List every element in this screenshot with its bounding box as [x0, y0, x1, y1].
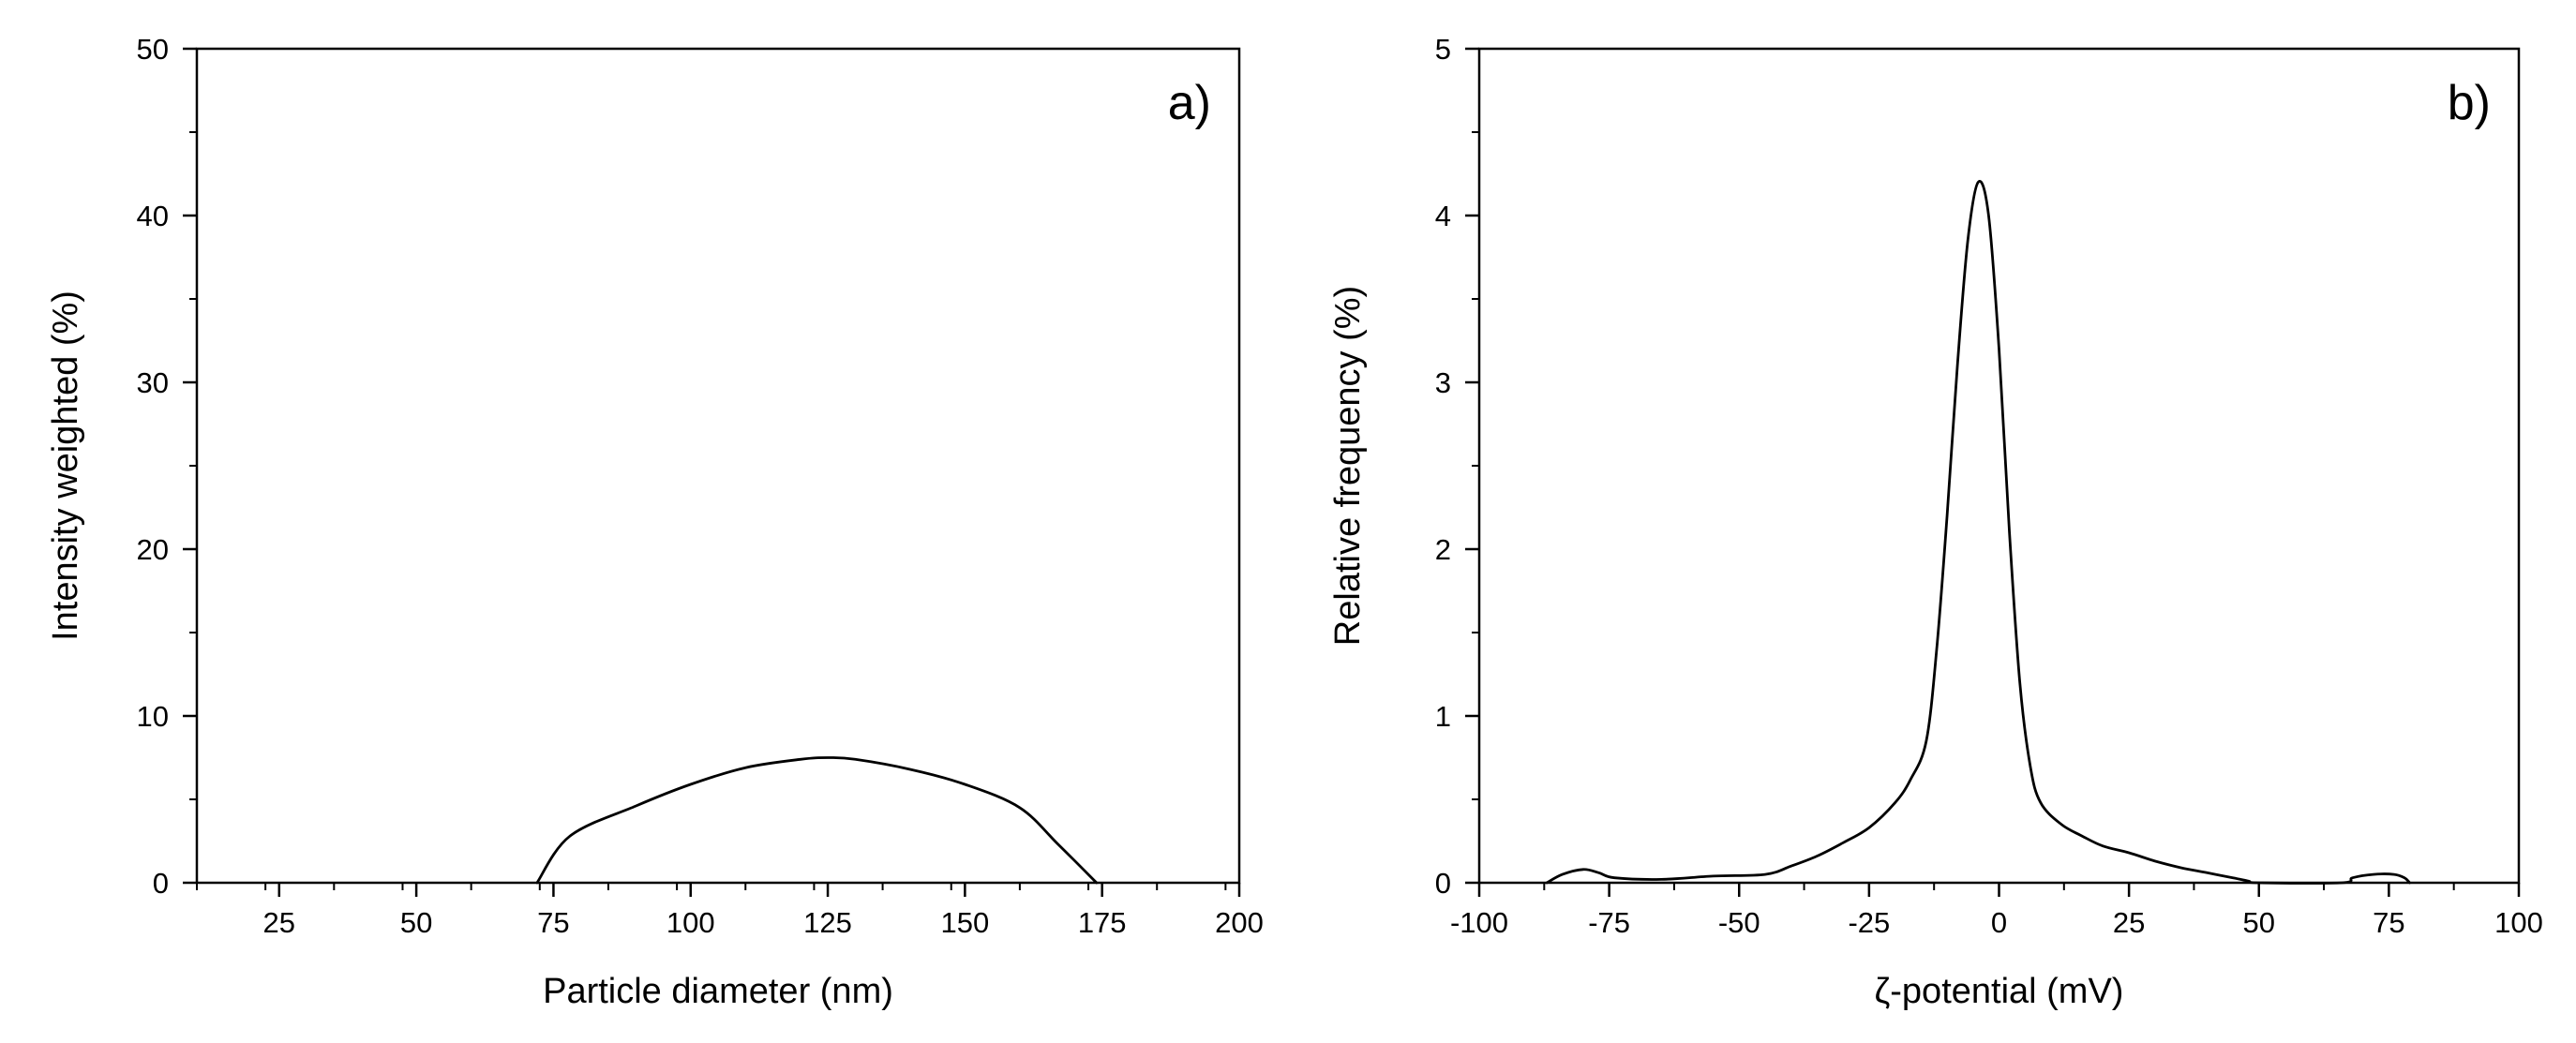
panel-a-x-tick-label: 50 [400, 906, 432, 939]
panel-b: -100 -75 -50 -25 0 25 50 75 100 0 1 2 3 4 5 ζ-potential… [1328, 33, 2543, 1011]
panel-b-y-tick-label: 3 [1435, 366, 1451, 399]
panel-b-y-tick-label: 2 [1435, 533, 1451, 566]
panel-a-y-tick-label: 10 [137, 700, 169, 733]
panel-b-x-tick-label: 50 [2243, 906, 2275, 939]
panel-b-y-tick-label: 1 [1435, 700, 1451, 733]
panel-b-label: b) [2448, 76, 2491, 130]
panel-a-x-tick-label: 75 [537, 906, 569, 939]
panel-b-y-tick-label: 5 [1435, 33, 1451, 66]
panel-a-y-tick-label: 30 [137, 366, 169, 399]
panel-a-plot-frame [195, 47, 1241, 885]
panel-a-x-tick-label: 200 [1215, 906, 1264, 939]
panel-a-x-tick-label: 125 [803, 906, 852, 939]
panel-b-x-tick-label: 25 [2113, 906, 2145, 939]
panel-b-plot-frame [1477, 47, 2521, 885]
panel-b-x-tick-label: -75 [1588, 906, 1630, 939]
panel-b-x-tick-label: -50 [1718, 906, 1760, 939]
panel-b-y-tick-label: 0 [1435, 867, 1451, 900]
panel-a-x-tick-label: 175 [1078, 906, 1127, 939]
panel-a-series-line [535, 756, 1099, 885]
panel-b-series-line [1545, 180, 2411, 885]
panel-b-x-tick-label: 100 [2494, 906, 2543, 939]
panel-b-y-axis-title: Relative frequency (%) [1328, 286, 1368, 646]
panel-a-x-tick-label: 25 [263, 906, 295, 939]
panel-a-y-tick-label: 50 [137, 33, 169, 66]
panel-b-x-tick-label: 0 [1991, 906, 2007, 939]
panel-a: 25 50 75 100 125 150 175 200 0 10 20 30 40 50 Particle… [46, 33, 1264, 1011]
panel-b-y-tick-label: 4 [1435, 200, 1451, 232]
panel-a-x-tick-label: 100 [666, 906, 715, 939]
panel-a-y-tick-label: 40 [137, 200, 169, 232]
panel-a-y-axis-title: Intensity weighted (%) [46, 291, 85, 641]
panel-a-label: a) [1168, 76, 1211, 130]
panel-a-y-tick-label: 0 [153, 867, 169, 900]
panel-a-x-tick-label: 150 [941, 906, 990, 939]
panel-b-x-tick-label: -25 [1848, 906, 1890, 939]
panel-b-x-tick-label: -100 [1450, 906, 1508, 939]
panel-a-x-axis-title: Particle diameter (nm) [543, 972, 893, 1011]
panel-b-x-tick-label: 75 [2373, 906, 2404, 939]
panel-b-x-axis-title: ζ-potential (mV) [1875, 972, 2124, 1011]
panel-a-y-tick-label: 20 [137, 533, 169, 566]
